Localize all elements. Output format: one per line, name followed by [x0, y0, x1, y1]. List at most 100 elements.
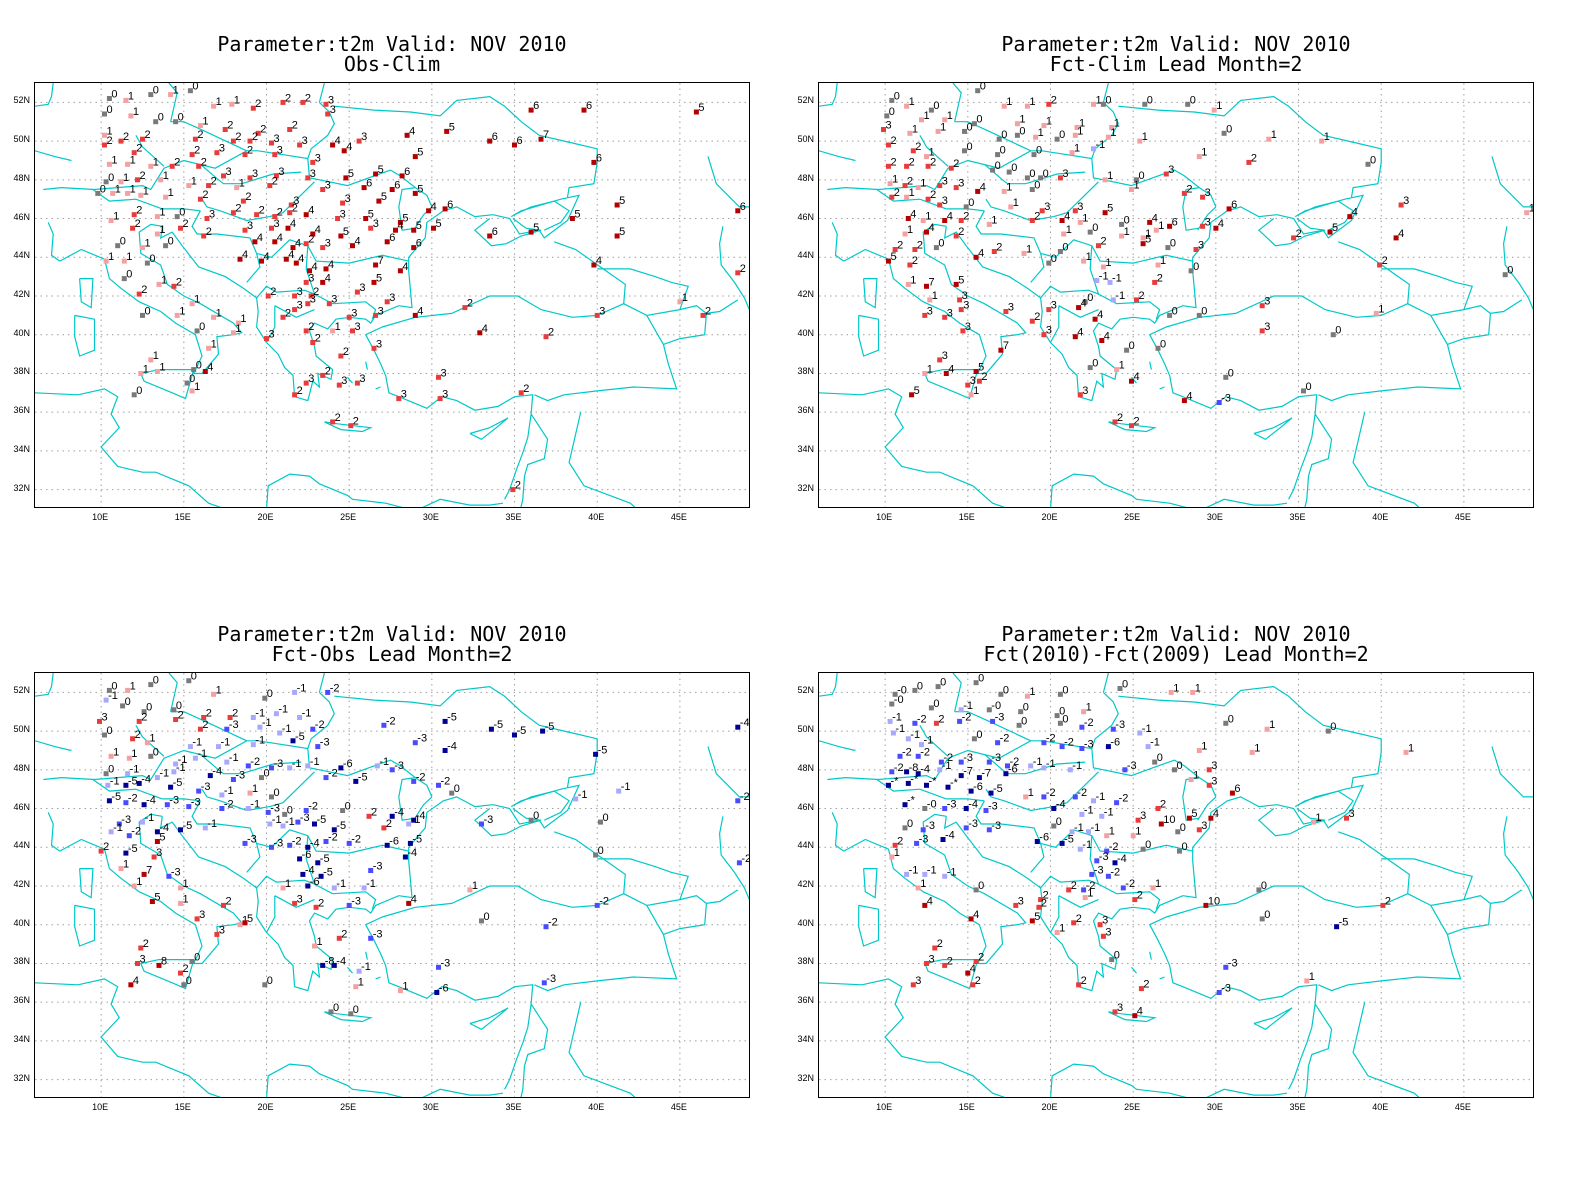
station-value-label: 0: [353, 1004, 359, 1016]
station-value-label: 1: [1066, 224, 1072, 236]
coastline: [1197, 796, 1217, 821]
coastline: [1098, 293, 1161, 320]
station-marker: [125, 771, 131, 777]
station-marker: [1091, 798, 1096, 804]
station-value-label: -4: [212, 766, 222, 778]
station-marker: [303, 279, 309, 285]
station-value-label: 0: [267, 975, 273, 987]
station-value-label: 1: [1201, 741, 1207, 753]
station-marker: [219, 792, 225, 798]
station-marker: [376, 198, 382, 204]
station-marker: [184, 380, 190, 386]
station-marker: [305, 175, 311, 181]
station-value-label: 1: [159, 224, 165, 236]
station-value-label: -2: [548, 917, 558, 929]
station-marker: [128, 982, 134, 988]
station-value-label: 0: [107, 725, 113, 737]
station-marker: [887, 718, 893, 724]
station-marker: [206, 345, 212, 351]
station-value-label: 3: [209, 209, 215, 221]
station-value-label: -4: [141, 773, 151, 785]
station-value-label: 3: [359, 373, 365, 385]
station-marker: [373, 262, 379, 268]
coastline: [597, 858, 689, 900]
coastline: [318, 83, 325, 103]
station-value-label: 1: [909, 187, 915, 199]
station-marker: [331, 885, 337, 891]
station-value-label: 1: [892, 174, 898, 186]
station-marker: [943, 371, 949, 376]
station-value-label: 1: [191, 176, 197, 188]
station-value-label: 4: [596, 255, 602, 267]
station-value-label: 5: [378, 164, 384, 176]
station-value-label: 4: [1137, 1006, 1143, 1018]
coastline: [274, 895, 315, 908]
station-marker: [973, 887, 979, 893]
coastline: [1381, 268, 1473, 310]
station-marker: [330, 419, 336, 425]
station-value-label: 7: [929, 276, 935, 288]
station-value-label: 4: [288, 249, 294, 261]
station-value-label: 3: [1082, 385, 1088, 397]
station-marker: [910, 148, 916, 154]
station-value-label: -1: [130, 764, 140, 776]
coastline: [718, 816, 749, 901]
station-marker: [1110, 726, 1116, 732]
station-value-label: 5: [381, 191, 387, 203]
station-value-label: 3: [345, 193, 351, 205]
station-marker: [1072, 208, 1078, 214]
station-value-label: 5: [343, 226, 349, 238]
station-value-label: -2: [599, 895, 609, 907]
station-value-label: 0: [1172, 305, 1178, 317]
lon-tick-label: 10E: [876, 512, 893, 522]
coastline: [375, 976, 381, 980]
station-marker: [149, 899, 155, 904]
station-value-label: 0: [907, 818, 913, 830]
station-marker: [1054, 713, 1060, 719]
station-marker: [354, 380, 360, 386]
station-value-label: -5: [598, 744, 608, 756]
station-marker: [353, 778, 359, 784]
coastline: [162, 798, 201, 802]
station-value-label: 1: [1079, 118, 1085, 130]
station-value-label: -5: [183, 820, 193, 832]
coastline: [1049, 895, 1060, 933]
coastline: [307, 101, 335, 159]
coastline: [1502, 816, 1533, 901]
station-value-label: 2: [140, 170, 146, 182]
station-value-label: 3: [942, 176, 948, 188]
station-value-label: 1: [1201, 147, 1207, 159]
station-marker: [192, 136, 198, 142]
station-value-label: 1: [1107, 170, 1113, 182]
station-marker: [325, 111, 331, 117]
station-marker: [975, 88, 981, 94]
lon-tick-label: 15E: [174, 1102, 191, 1112]
lon-tick-label: 20E: [1041, 512, 1058, 522]
station-value-label: 2: [183, 963, 189, 975]
station-marker: [444, 128, 450, 134]
coastline: [819, 673, 838, 697]
station-value-label: -1: [909, 864, 919, 876]
lat-tick-label: 38N: [797, 366, 814, 377]
coastline: [375, 386, 381, 390]
lat-tick-label: 48N: [13, 172, 30, 183]
station-marker: [1172, 767, 1177, 773]
station-value-label: -2: [330, 682, 340, 694]
station-value-label: 3: [442, 389, 448, 401]
station-value-label: 1: [115, 183, 121, 195]
station-marker: [197, 196, 203, 202]
coastline: [1118, 685, 1382, 788]
station-value-label: 0: [120, 236, 126, 248]
station-value-label: 0: [333, 1002, 339, 1014]
station-value-label: -3: [191, 797, 201, 809]
station-marker: [305, 763, 311, 769]
station-marker: [1071, 920, 1077, 926]
station-value-label: 2: [1385, 895, 1391, 907]
station-marker: [102, 111, 107, 117]
stations: 0 1 0 01 0 -1 -2-1 0 0 02 2 -1 -1 -13 2 22 -3 -1 -1 -2 -2 -5-…: [97, 673, 749, 1017]
coastline: [876, 779, 947, 800]
station-marker: [976, 775, 982, 781]
station-marker: [436, 782, 441, 788]
station-marker: [174, 312, 180, 318]
lon-tick-label: 25E: [340, 512, 357, 522]
